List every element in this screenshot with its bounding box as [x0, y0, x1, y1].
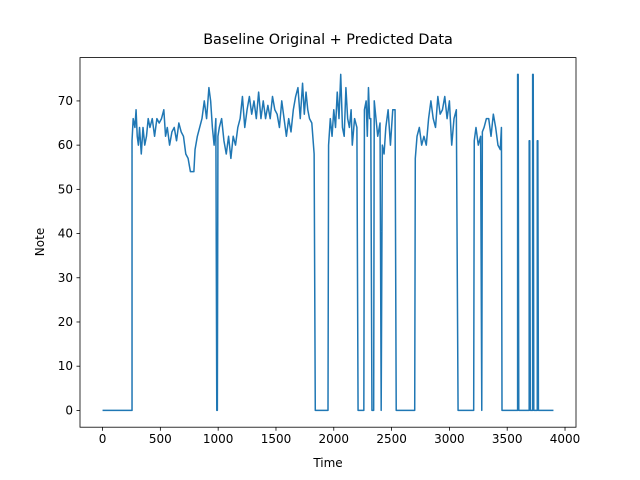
y-tick-label: 50 — [58, 182, 73, 196]
x-tick-label: 500 — [149, 432, 172, 446]
x-tick-label: 4000 — [550, 432, 581, 446]
x-tick-label: 2000 — [319, 432, 350, 446]
y-tick-label: 10 — [58, 359, 73, 373]
x-tick-label: 3500 — [492, 432, 523, 446]
data-line — [102, 73, 554, 412]
chart-title: Baseline Original + Predicted Data — [203, 32, 453, 48]
y-tick-label: 60 — [58, 138, 73, 152]
x-axis-label: Time — [312, 456, 342, 470]
y-tick-label: 30 — [58, 271, 73, 285]
y-tick-label: 70 — [58, 94, 73, 108]
plot-frame — [79, 57, 577, 428]
x-tick-label: 0 — [99, 432, 107, 446]
y-tick-label: 40 — [58, 227, 73, 241]
y-tick-label: 20 — [58, 315, 73, 329]
x-tick-label: 1500 — [261, 432, 292, 446]
x-tick-label: 1000 — [203, 432, 234, 446]
y-tick-label: 0 — [65, 403, 73, 417]
x-tick-label: 3000 — [434, 432, 465, 446]
y-axis-label: Note — [33, 228, 47, 256]
x-tick-label: 2500 — [376, 432, 407, 446]
